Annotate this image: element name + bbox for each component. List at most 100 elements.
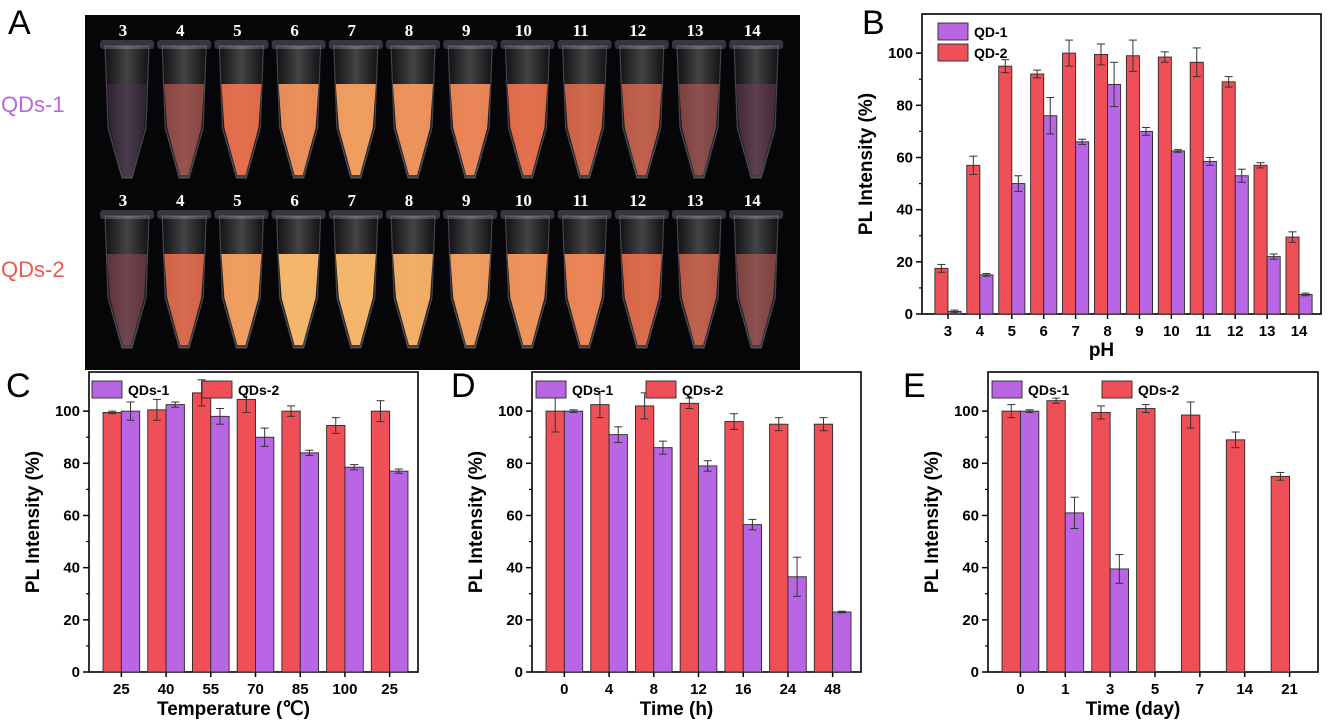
y-tick-label: 40 <box>896 202 913 219</box>
panel-letter-b: B <box>862 4 885 42</box>
bar-qds-1-3 <box>1109 568 1129 673</box>
x-tick-label: 6 <box>1040 323 1048 340</box>
row-label-qds-1: QDs-1 <box>1 92 65 117</box>
error-bar <box>1070 496 1079 530</box>
tube-label: 12 <box>629 191 646 210</box>
tube-row2-3: 3 <box>100 191 154 349</box>
y-tick-label: 80 <box>962 455 979 472</box>
tube-row2-13: 13 <box>672 191 726 349</box>
bar-qds-2-8 <box>635 405 655 673</box>
tube-liquid <box>507 84 548 175</box>
bar-qd-2-4 <box>966 164 981 315</box>
error-bar <box>1046 96 1055 135</box>
error-bar <box>1269 253 1278 260</box>
y-tick-label: 0 <box>72 664 80 681</box>
x-tick-label: 4 <box>976 323 985 340</box>
error-bar <box>1115 554 1124 584</box>
tube-liquid <box>507 254 548 345</box>
tube-liquid <box>450 84 491 175</box>
panel-c: C 0 20 40 60 80 100 PL Intensity (%) 25 40 55 70 85 1… <box>6 367 419 720</box>
panel-e: E 0 20 40 60 80 100 PL Intensity (%) 0 1 3 5 7 14 21 Ti… <box>903 367 1319 720</box>
x-tick-label: 12 <box>690 681 707 698</box>
bar-qds-1-85 <box>299 452 319 673</box>
panel-a: A 3 4 5 6 7 8 9 10 11 12 13 14 3 4 5 6 7 8 9 10 11 12 13 14 QDs… <box>1 4 800 370</box>
error-bar <box>1276 471 1285 481</box>
error-bar <box>1231 431 1240 449</box>
x-tick-label: 11 <box>1195 323 1211 340</box>
bar-qd-2-10 <box>1157 56 1172 315</box>
x-tick-label: 85 <box>292 681 309 698</box>
bar-qds-1-40 <box>165 404 185 673</box>
bar-qds-1-4 <box>608 434 628 673</box>
bar-qds-1-100 <box>344 466 364 673</box>
error-bar <box>350 464 359 471</box>
bar-qd-1-6 <box>1043 115 1058 315</box>
y-tick-label: 100 <box>954 403 979 420</box>
legend-entry: QDs-2 <box>238 382 279 398</box>
bar-qds-2-70 <box>236 398 256 673</box>
tube-row2-8: 8 <box>386 191 440 349</box>
bar-qds-1-8 <box>653 447 673 673</box>
tube-label: 11 <box>573 191 589 210</box>
y-tick-label: 80 <box>506 455 523 472</box>
tube-liquid <box>679 254 719 345</box>
bar-qds-1-16 <box>742 524 762 673</box>
tube-row1-10: 10 <box>500 21 555 179</box>
bar-qds-2-55 <box>192 392 212 673</box>
bar-qds-1-25 <box>120 410 141 673</box>
legend: QDs-1 QDs-2 <box>991 380 1179 399</box>
x-tick-label: 7 <box>1196 681 1204 698</box>
error-bar <box>1001 59 1010 74</box>
bar-qd-1-12 <box>1234 175 1249 315</box>
bar-qds-1-70 <box>255 436 275 673</box>
x-tick-label: 8 <box>1103 323 1111 340</box>
legend: QDs-1 QDs-2 <box>535 380 723 399</box>
plot-frame <box>921 13 1322 315</box>
tube-label: 3 <box>119 191 128 210</box>
y-tick-label: 60 <box>896 149 913 166</box>
tube-row1-5: 5 <box>214 21 269 179</box>
bar-qd-1-4 <box>979 274 994 315</box>
bar-qds-1-0 <box>563 410 584 673</box>
error-bar <box>1186 401 1195 429</box>
x-tick-label: 13 <box>1259 323 1276 340</box>
bar-qd-2-14 <box>1285 236 1300 315</box>
error-bar <box>305 449 314 456</box>
bar-qd-2-7 <box>1062 52 1077 315</box>
bar-qds-2-21 <box>1270 475 1291 673</box>
x-tick-label: 5 <box>1008 323 1016 340</box>
bar-qd-2-12 <box>1221 81 1236 315</box>
bar-qds-1-48 <box>832 611 852 673</box>
error-bar <box>1110 61 1119 108</box>
error-bar <box>1192 47 1201 78</box>
error-bar <box>1224 76 1233 88</box>
bar-qd-2-5 <box>998 65 1013 315</box>
x-tick-label: 25 <box>381 681 398 698</box>
tube-body <box>733 45 779 179</box>
tube-label: 7 <box>348 21 357 40</box>
bar-qd-1-13 <box>1266 256 1281 315</box>
tube-liquid <box>164 84 205 175</box>
tube-row1-4: 4 <box>157 21 212 179</box>
tube-row1-12: 12 <box>614 21 669 179</box>
tube-row1-14: 14 <box>729 21 784 179</box>
tube-row2-7: 7 <box>328 191 383 349</box>
bar-qd-1-9 <box>1139 130 1153 315</box>
tube-label: 7 <box>348 191 357 210</box>
error-bar <box>748 518 757 531</box>
tube-label: 9 <box>462 21 471 40</box>
bar-qds-2-40 <box>147 409 167 673</box>
legend-swatch <box>91 380 123 399</box>
error-bar <box>1065 39 1074 67</box>
y-axis-label: PL Intensity (%) <box>23 451 44 593</box>
tube-label: 14 <box>744 191 762 210</box>
bar-qd-2-6 <box>1030 73 1045 315</box>
error-bar <box>658 440 667 455</box>
bar-qd-1-8 <box>1107 83 1122 315</box>
y-tick-label: 80 <box>896 97 913 114</box>
error-bar <box>126 401 135 421</box>
legend-entry: QD-2 <box>974 45 1008 61</box>
tube-row2-14: 14 <box>729 191 784 349</box>
y-tick-label: 60 <box>506 507 523 524</box>
tube-label: 6 <box>290 21 299 40</box>
